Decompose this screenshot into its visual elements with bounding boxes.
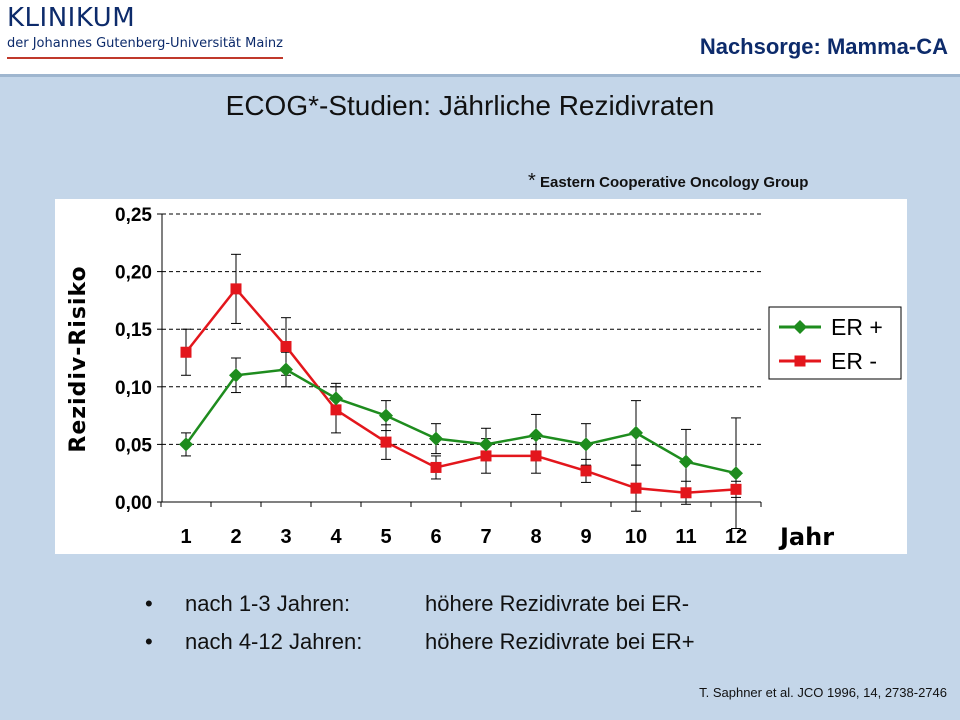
data-point bbox=[479, 437, 493, 452]
section-title: Nachsorge: Mamma-CA bbox=[699, 34, 948, 59]
slide-title: ECOG*-Studien: Jährliche Rezidivraten bbox=[225, 90, 715, 121]
data-point bbox=[279, 362, 293, 377]
recurrence-chart: 0,000,050,100,150,200,251 2 3 4 5 6 7 8 9 10 11 12R… bbox=[66, 205, 902, 551]
bullet-mark: • bbox=[145, 591, 153, 616]
data-point bbox=[330, 404, 342, 416]
series-line bbox=[185, 286, 737, 495]
logo-subtitle: der Johannes Gutenberg-Universität Mainz bbox=[7, 36, 283, 51]
x-tick-label: 6 bbox=[430, 526, 441, 548]
x-tick-label: 1 bbox=[180, 526, 191, 548]
citation: T. Saphner et al. JCO 1996, 14, 2738-274… bbox=[699, 685, 947, 700]
bullet-item: • nach 4-12 Jahren: höhere Rezidivrate b… bbox=[145, 623, 695, 661]
header-divider bbox=[0, 74, 960, 77]
data-point bbox=[580, 465, 592, 477]
x-tick-label: 8 bbox=[530, 526, 541, 548]
data-point bbox=[630, 482, 642, 494]
bullet-mark: • bbox=[145, 629, 153, 654]
data-point bbox=[180, 346, 192, 358]
legend-label: ER + bbox=[831, 314, 883, 340]
footnote: * Eastern Cooperative Oncology Group bbox=[528, 170, 808, 193]
x-tick-label: 11 bbox=[675, 526, 696, 548]
data-point bbox=[229, 368, 243, 383]
data-point bbox=[679, 454, 693, 469]
data-point bbox=[529, 428, 543, 443]
data-point bbox=[729, 466, 743, 481]
data-point bbox=[629, 425, 643, 440]
y-tick-label: 0,15 bbox=[115, 320, 152, 341]
x-tick-label: 10 bbox=[625, 526, 647, 548]
data-point bbox=[429, 431, 443, 446]
bullet-text: höhere Rezidivrate bei ER+ bbox=[425, 629, 695, 654]
data-point bbox=[579, 437, 593, 452]
y-tick-label: 0,05 bbox=[115, 435, 152, 456]
logo-title: KLINIKUM bbox=[7, 3, 136, 33]
data-point bbox=[530, 450, 542, 462]
x-tick-label: 5 bbox=[380, 526, 391, 548]
x-tick-label: 2 bbox=[230, 526, 241, 548]
y-tick-label: 0,00 bbox=[115, 493, 152, 514]
x-axis-title: Jahr bbox=[778, 523, 834, 551]
bullet-item: • nach 1-3 Jahren: höhere Rezidivrate be… bbox=[145, 585, 695, 623]
footnote-text: Eastern Cooperative Oncology Group bbox=[539, 174, 809, 191]
data-point bbox=[179, 437, 193, 452]
data-point bbox=[680, 487, 692, 499]
data-point bbox=[480, 450, 492, 462]
x-tick-label: 4 bbox=[330, 526, 342, 548]
y-tick-label: 0,10 bbox=[115, 378, 152, 399]
x-tick-label: 9 bbox=[580, 526, 591, 548]
data-point bbox=[230, 283, 242, 295]
bullet-label: nach 1-3 Jahren: bbox=[185, 591, 351, 616]
logo-underline bbox=[7, 57, 283, 59]
data-point bbox=[329, 391, 343, 406]
x-tick-label: 12 bbox=[725, 526, 747, 548]
legend-label: ER - bbox=[831, 348, 877, 374]
y-tick-label: 0,20 bbox=[115, 263, 152, 284]
chart-panel: 0,00 0,05 0,10 0,15 0,20 0,25 1 2 3 4 5 6 7 8 9 10 11 12 R… bbox=[55, 199, 907, 554]
bullet-label: nach 4-12 Jahren: bbox=[185, 629, 363, 654]
data-point bbox=[379, 408, 393, 423]
data-point bbox=[430, 461, 442, 473]
data-point bbox=[280, 340, 292, 352]
legend-box bbox=[768, 306, 902, 380]
header-bar: KLINIKUM der Johannes Gutenberg-Universi… bbox=[0, 0, 960, 74]
x-tick-label: 3 bbox=[280, 526, 291, 548]
bullet-list: • nach 1-3 Jahren: höhere Rezidivrate be… bbox=[145, 585, 695, 661]
legend-marker bbox=[794, 355, 806, 367]
series-line bbox=[184, 368, 737, 475]
data-point bbox=[730, 483, 742, 495]
bullet-text: höhere Rezidivrate bei ER- bbox=[425, 591, 690, 616]
y-axis-title: Rezidiv-Risiko bbox=[66, 265, 91, 452]
y-tick-label: 0,25 bbox=[115, 205, 152, 226]
footnote-star: * bbox=[528, 170, 536, 192]
x-tick-label: 7 bbox=[480, 526, 491, 548]
legend-marker bbox=[793, 320, 807, 334]
data-point bbox=[380, 436, 392, 448]
